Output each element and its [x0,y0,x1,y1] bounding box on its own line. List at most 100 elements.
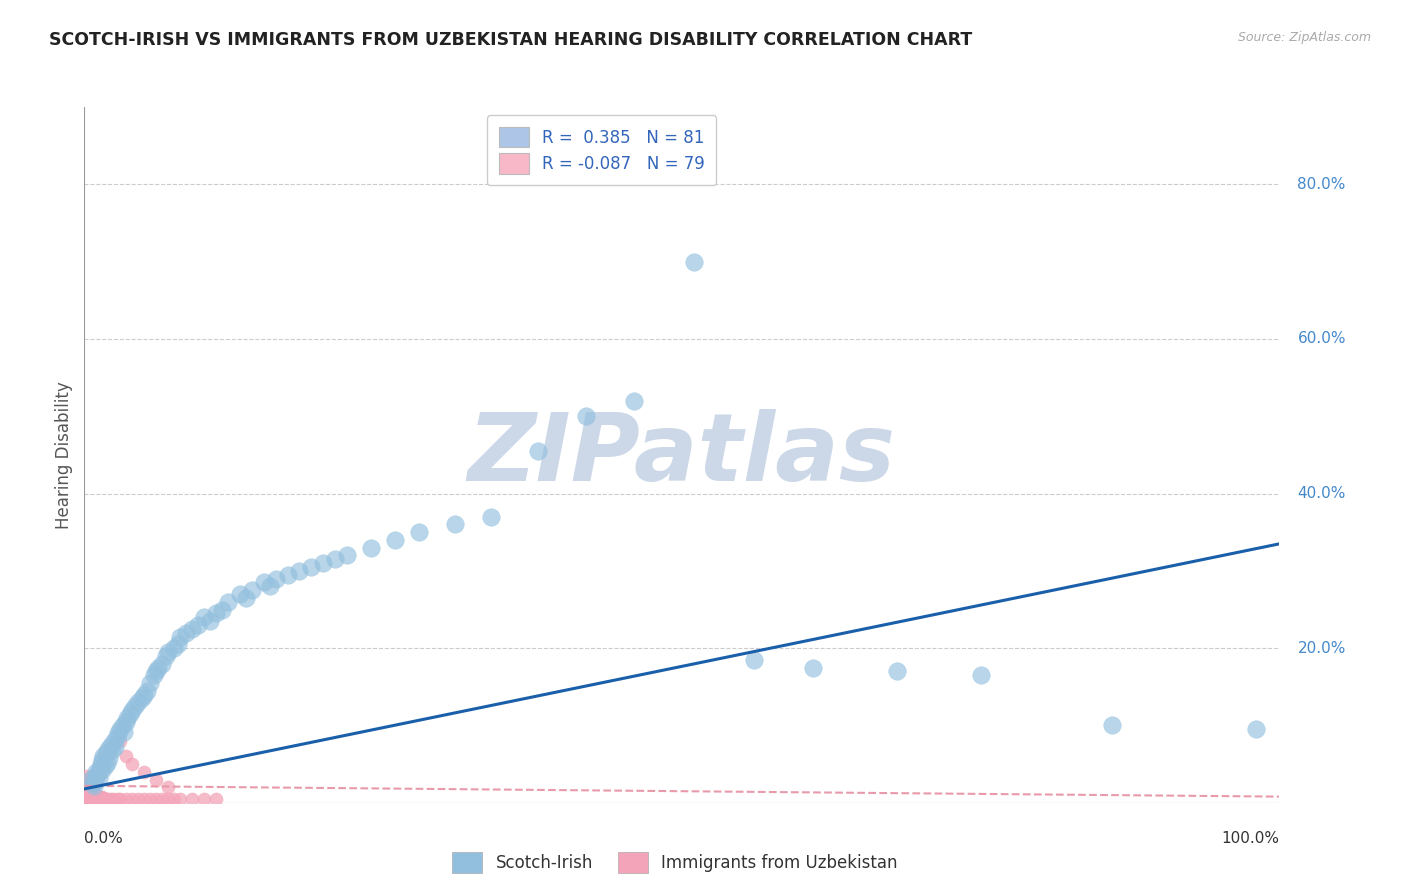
Point [77,788,100,802]
Text: 60.0%: 60.0% [1298,332,1346,346]
Point [127,792,149,806]
Point [181,622,204,636]
Point [181,792,204,806]
Point [112,724,135,739]
Point [76,776,98,790]
Point [970,668,993,682]
Point [76,787,98,801]
Point [79,776,101,790]
Point [97,792,120,806]
Point [77,789,100,804]
Point [157,780,180,795]
Point [77,789,100,804]
Point [76,780,98,795]
Point [76,784,98,798]
Point [205,607,228,621]
Point [100,738,122,752]
Point [217,595,239,609]
Point [83,792,105,806]
Point [145,772,167,787]
Point [240,583,263,598]
Point [155,648,177,663]
Point [82,788,104,802]
Point [110,734,132,748]
Point [174,625,197,640]
Point [166,637,188,651]
Point [77,779,100,793]
Point [107,792,129,806]
Point [77,780,100,795]
Point [76,769,98,783]
Point [79,772,101,787]
Point [205,792,228,806]
Point [132,688,156,702]
Point [77,781,100,796]
Point [104,740,127,755]
Point [187,618,209,632]
Point [79,772,101,787]
Point [87,791,110,805]
Point [77,787,100,801]
Point [142,668,165,682]
Y-axis label: Hearing Disability: Hearing Disability [55,381,73,529]
Point [79,780,101,795]
Point [124,699,146,714]
Point [75,780,97,795]
Text: SCOTCH-IRISH VS IMMIGRANTS FROM UZBEKISTAN HEARING DISABILITY CORRELATION CHART: SCOTCH-IRISH VS IMMIGRANTS FROM UZBEKIST… [49,31,973,49]
Point [77,776,100,790]
Point [110,792,132,806]
Point [288,564,311,578]
Point [76,789,98,804]
Point [94,792,117,806]
Point [139,792,162,806]
Legend: R =  0.385   N = 81, R = -0.087   N = 79: R = 0.385 N = 81, R = -0.087 N = 79 [486,115,717,186]
Point [89,789,111,804]
Point [444,517,467,532]
Point [82,792,104,806]
Point [1244,723,1267,737]
Point [115,714,138,729]
Point [77,784,100,798]
Point [75,784,97,798]
Point [82,784,104,798]
Point [118,706,141,721]
Point [198,614,221,628]
Point [325,552,347,566]
Point [886,665,908,679]
Point [76,772,98,787]
Point [86,788,108,802]
Point [83,788,105,802]
Point [264,572,287,586]
Text: 0.0%: 0.0% [84,830,124,846]
Point [80,792,103,806]
Point [80,784,103,798]
Point [193,610,215,624]
Point [77,772,100,787]
Point [93,758,115,772]
Point [75,792,97,806]
Point [121,757,143,772]
Point [253,575,276,590]
Point [408,525,430,540]
Point [527,444,550,458]
Point [93,749,115,764]
Point [100,792,122,806]
Point [75,776,97,790]
Point [132,792,156,806]
Point [105,730,128,744]
Point [77,788,100,802]
Point [82,776,104,790]
Point [336,549,359,563]
Point [84,792,107,806]
Point [90,757,112,772]
Point [86,789,108,804]
Point [150,657,173,671]
Point [107,726,129,740]
Point [139,676,162,690]
Point [86,764,108,779]
Point [117,711,139,725]
Text: 40.0%: 40.0% [1298,486,1346,501]
Point [103,792,125,806]
Point [87,771,110,785]
Point [132,764,156,779]
